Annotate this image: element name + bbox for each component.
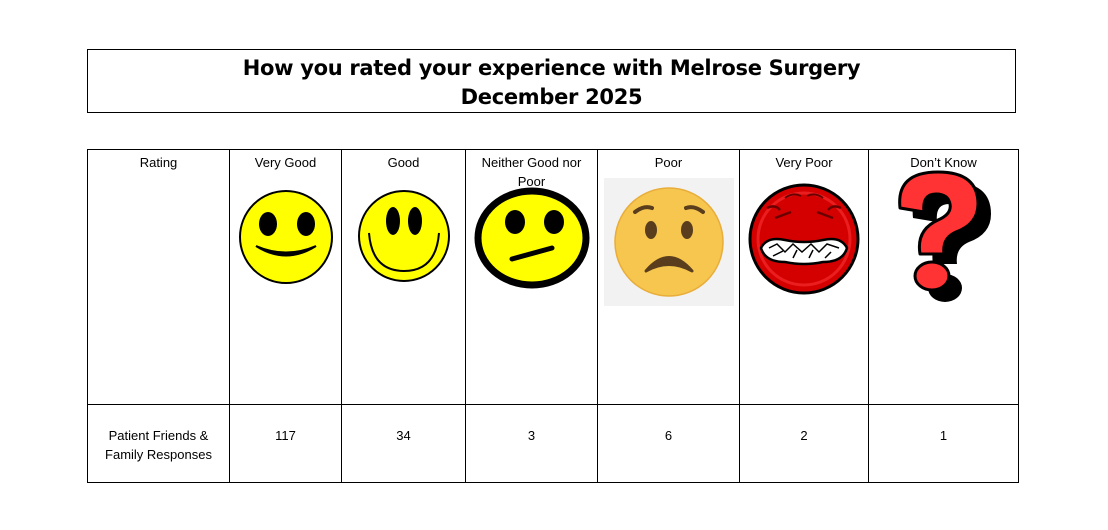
count-dont-know: 1 <box>868 404 1019 483</box>
column-very-poor: Very Poor <box>739 149 869 405</box>
rating-label: Rating <box>139 155 178 170</box>
responses-label: Patient Friends & Family Responses <box>105 428 212 462</box>
column-label-neither: Neither Good nor Poor <box>481 155 582 189</box>
column-poor: Poor <box>597 149 740 405</box>
title-box: How you rated your experience with Melro… <box>87 49 1016 113</box>
column-neither: Neither Good nor Poor <box>465 149 598 405</box>
column-label-dont-know: Don’t Know <box>910 155 977 170</box>
worried-face-icon <box>603 178 734 306</box>
column-label-good: Good <box>387 155 420 170</box>
count-very-good: 117 <box>229 404 342 483</box>
column-label-poor: Poor <box>654 155 683 170</box>
column-very-good: Very Good <box>229 149 342 405</box>
count-poor: 6 <box>597 404 740 483</box>
page-title: How you rated your experience with Melro… <box>242 56 861 80</box>
question-mark-icon <box>897 170 991 302</box>
column-label-very-good: Very Good <box>254 155 317 170</box>
page-subtitle-date: December 2025 <box>460 85 643 109</box>
responses-row: Patient Friends & Family Responses 117 3… <box>87 404 1019 483</box>
column-label-very-poor: Very Poor <box>775 155 833 170</box>
rating-header-row: Rating Very Good Good Neither Good nor P… <box>87 149 1019 405</box>
responses-row-header: Patient Friends & Family Responses <box>87 404 230 483</box>
very-good-smiley-icon <box>238 190 333 284</box>
count-good: 34 <box>341 404 466 483</box>
count-very-poor: 2 <box>739 404 869 483</box>
count-neither: 3 <box>465 404 598 483</box>
good-smiley-icon <box>357 190 450 282</box>
ratings-table: Rating Very Good Good Neither Good nor P… <box>87 149 1019 483</box>
angry-face-icon <box>748 183 860 295</box>
column-dont-know: Don’t Know <box>868 149 1019 405</box>
neutral-face-icon <box>474 187 589 289</box>
column-good: Good <box>341 149 466 405</box>
rating-row-header: Rating <box>87 149 230 405</box>
